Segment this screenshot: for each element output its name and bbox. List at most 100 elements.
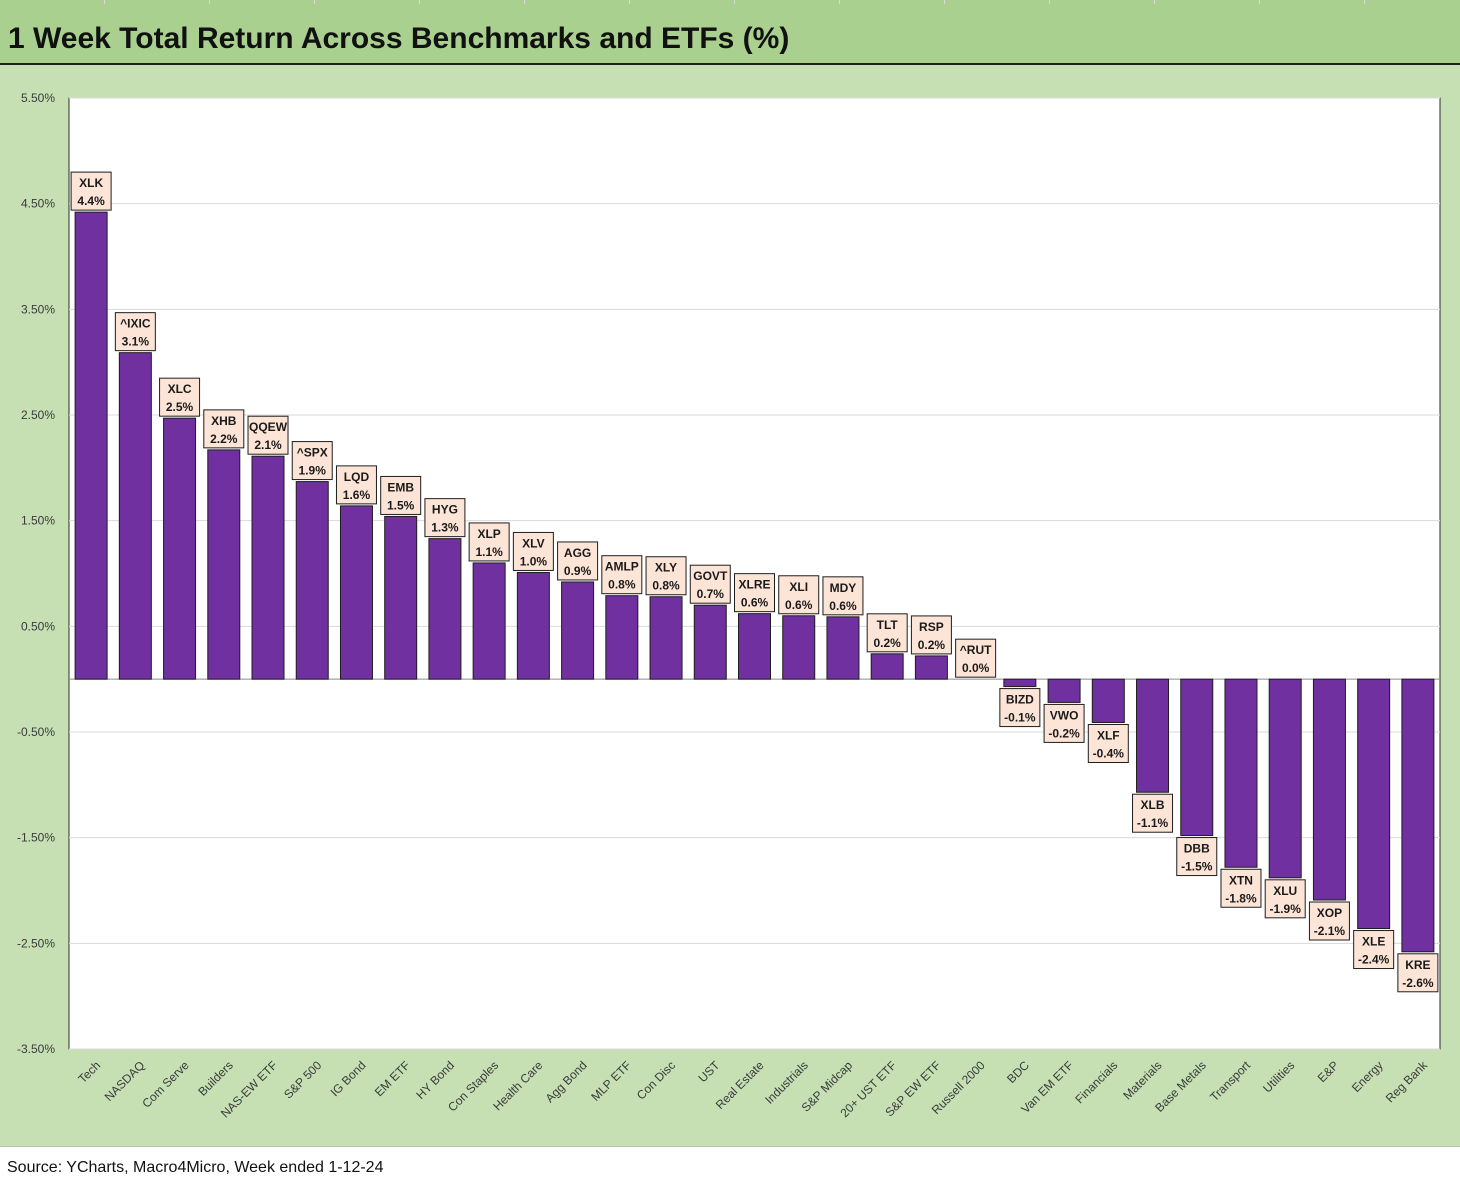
data-label-box [822,576,864,616]
y-tick-label: -0.50% [17,725,55,739]
data-label-box [645,556,687,596]
x-tick-label: E&P [1315,1058,1342,1085]
data-label-box [601,555,643,595]
bar [738,613,771,680]
data-label-box [734,573,775,613]
bar [1091,678,1125,723]
data-label-value: 0.2% [873,636,901,650]
data-label-box [291,441,333,481]
data-label-value: 0.7% [697,587,725,601]
data-label-ticker: LQD [344,470,370,484]
data-label-box [512,531,554,571]
bar [605,595,639,680]
data-label-value: -2.1% [1314,924,1346,938]
footer: Source: YCharts, Macro4Micro, Week ended… [0,1146,1460,1188]
data-label-ticker: BIZD [1006,693,1034,707]
x-tick-label: IG Bond [328,1058,369,1099]
data-label-ticker: XLP [477,527,500,541]
data-label-value: 0.8% [652,579,680,593]
x-tick-label: Materials [1120,1058,1164,1102]
data-label-value: 0.6% [741,596,769,610]
data-label-value: -2.6% [1402,976,1434,990]
data-label-ticker: XLV [522,536,544,550]
data-label-value: 1.1% [475,545,503,559]
x-tick-label: Reg Bank [1383,1058,1431,1106]
data-label-box [778,575,820,615]
data-label-value: 0.0% [962,661,990,675]
data-label-value: 1.9% [299,464,327,478]
data-label-box [114,312,156,352]
data-label-box [424,498,466,538]
data-label-value: 4.4% [77,194,105,208]
data-label-box [1264,879,1306,919]
x-tick-label: UST [696,1058,723,1085]
data-label-box [999,688,1041,728]
data-label-value: -1.1% [1137,816,1169,830]
data-label-box [1397,953,1439,993]
data-label-value: -0.2% [1048,726,1080,740]
data-label-value: 3.1% [122,335,150,349]
data-label-box [1308,901,1350,941]
data-label-value: -1.9% [1270,902,1302,916]
data-label-value: 1.5% [387,498,415,512]
data-label-value: 0.9% [564,564,592,578]
data-label-box [335,465,377,505]
data-label-box [1132,793,1174,833]
data-label-ticker: ^SPX [297,446,328,460]
bar [339,505,373,680]
x-tick-label: Transport [1207,1058,1253,1104]
data-label-ticker: RSP [919,620,944,634]
data-label-ticker: XLF [1097,728,1120,742]
data-label-ticker: HYG [432,503,458,517]
data-label-box [1043,703,1085,743]
bar [1136,678,1170,793]
data-label-ticker: XLI [789,580,808,594]
bar [1003,678,1037,688]
data-label-ticker: QQEW [249,420,288,434]
bar [472,562,506,680]
data-label-ticker: EMB [387,480,414,494]
data-label-ticker: VWO [1050,708,1079,722]
data-label-value: -2.4% [1358,953,1390,967]
data-label-value: 2.5% [166,400,194,414]
y-tick-label: 4.50% [21,197,55,211]
y-tick-label: 5.50% [21,91,55,105]
data-label-ticker: XLRE [738,578,770,592]
data-label-box [910,615,952,655]
data-label-ticker: XTN [1229,873,1253,887]
bar [914,655,948,680]
bar [826,616,860,680]
bar [1357,678,1391,930]
bar [1312,678,1346,901]
source-note: Source: YCharts, Macro4Micro, Week ended… [7,1159,384,1176]
data-label-value: -1.8% [1225,891,1257,905]
data-label-ticker: AGG [564,546,591,560]
y-tick-label: 0.50% [21,619,55,633]
x-tick-label: Tech [75,1058,103,1086]
x-tick-label: MLP ETF [588,1058,634,1104]
y-tick-label: -3.50% [17,1042,55,1056]
data-label-box [203,409,245,449]
y-tick-label: -2.50% [17,936,55,950]
data-label-box [247,415,289,455]
x-tick-label: Real Estate [713,1058,767,1112]
x-tick-label: Financials [1072,1058,1120,1106]
x-tick-label: NASDAQ [102,1058,148,1104]
data-label-box [468,522,510,562]
data-label-ticker: XHB [211,414,237,428]
bar [207,449,241,680]
data-label-ticker: XLU [1273,884,1297,898]
bar [118,352,152,680]
data-label-ticker: XOP [1317,906,1342,920]
data-label-ticker: TLT [877,618,899,632]
bar [163,417,197,680]
bar [870,653,904,680]
data-label-value: 0.6% [829,599,857,613]
x-tick-label: Com Serve [139,1058,192,1111]
y-tick-label: -1.50% [17,831,55,845]
data-label-value: -1.5% [1181,860,1213,874]
bar [516,571,550,680]
data-label-ticker: XLY [655,561,677,575]
data-label-ticker: MDY [830,581,857,595]
